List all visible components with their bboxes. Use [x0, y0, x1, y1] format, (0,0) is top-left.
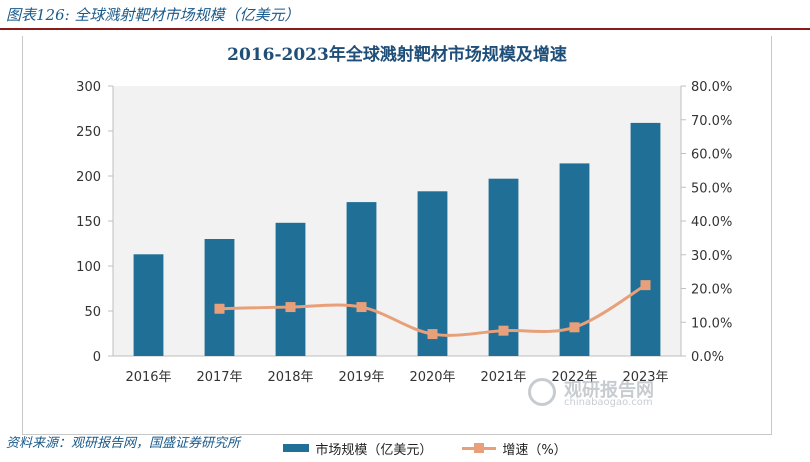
watermark: 观研报告网 chinabaogao.com: [528, 376, 698, 412]
left-axis-tick-label: 200: [76, 170, 101, 185]
growth-rate-point: [427, 329, 438, 340]
growth-rate-point: [640, 280, 651, 291]
right-axis-tick-label: 10.0%: [691, 316, 732, 331]
legend-line-label: 增速（%）: [502, 442, 567, 458]
watermark-url: chinabaogao.com: [564, 397, 653, 408]
x-axis-tick-label: 2019年: [338, 370, 384, 385]
bar-market-size: [133, 254, 164, 356]
x-axis-tick-label: 2017年: [196, 370, 242, 385]
source-note: 资料来源：观研报告网，国盛证券研究所: [6, 436, 241, 451]
right-axis-tick-label: 50.0%: [691, 181, 732, 196]
watermark-logo-icon: [528, 378, 556, 406]
legend-line-swatch: [462, 443, 497, 453]
legend-item-line: 增速（%）: [462, 439, 567, 458]
right-axis-tick-label: 20.0%: [691, 283, 732, 298]
figure-caption: 图表126: 全球溅射靶材市场规模（亿美元）: [6, 6, 300, 24]
left-axis-tick-label: 50: [84, 305, 101, 320]
growth-rate-point: [214, 303, 225, 314]
chart-svg: 2016-2023年全球溅射靶材市场规模及增速 0 50 100 150 200 250 3…: [76, 44, 732, 385]
bar-market-size: [630, 122, 661, 357]
right-axis-tick-label: 0.0%: [691, 350, 724, 365]
left-axis-tick-label: 0: [93, 350, 101, 365]
plot-area: 0 50 100 150 200 250 300 0.0% 10.0% 20.0% 30.0% 40.…: [76, 80, 732, 385]
right-axis-tick-label: 80.0%: [691, 80, 732, 95]
right-axis-tick-label: 40.0%: [691, 215, 732, 230]
plot-background: [113, 86, 681, 356]
x-axis-tick-label: 2022年: [551, 370, 597, 385]
right-axis-tick-label: 60.0%: [691, 148, 732, 163]
left-axis-tick-label: 250: [76, 125, 101, 140]
x-axis-tick-label: 2020年: [409, 370, 455, 385]
growth-rate-point: [498, 325, 509, 336]
growth-rate-point: [569, 322, 580, 333]
x-axis-tick-label: 2021年: [480, 370, 526, 385]
left-axis-tick-label: 150: [76, 215, 101, 230]
watermark-text: 观研报告网: [564, 380, 654, 401]
x-axis-tick-label: 2023年: [622, 370, 668, 385]
chart-legend: 市场规模（亿美元） 增速（%）: [255, 434, 595, 462]
left-axis-tick-label: 300: [76, 80, 101, 95]
legend-bar-label: 市场规模（亿美元）: [315, 442, 433, 458]
x-axis-tick-label: 2016年: [125, 370, 171, 385]
bar-market-size: [417, 191, 448, 356]
figure-header: 图表126: 全球溅射靶材市场规模（亿美元）: [0, 0, 810, 28]
chart-frame: 2016-2023年全球溅射靶材市场规模及增速 0 50 100 150 200 250 3…: [22, 36, 772, 458]
chart-title: 2016-2023年全球溅射靶材市场规模及增速: [227, 44, 567, 65]
growth-rate-point: [285, 302, 296, 313]
legend-item-bar: 市场规模（亿美元）: [283, 439, 432, 458]
right-axis-tick-label: 30.0%: [691, 249, 732, 264]
legend-bar-swatch: [283, 444, 310, 452]
x-axis-tick-label: 2018年: [267, 370, 313, 385]
caption-divider: [0, 28, 810, 30]
growth-rate-point: [356, 302, 367, 313]
bar-market-size: [204, 239, 235, 356]
right-axis-tick-label: 70.0%: [691, 114, 732, 129]
bar-market-size: [346, 202, 377, 356]
left-axis-tick-label: 100: [76, 260, 101, 275]
bar-market-size: [275, 222, 306, 356]
